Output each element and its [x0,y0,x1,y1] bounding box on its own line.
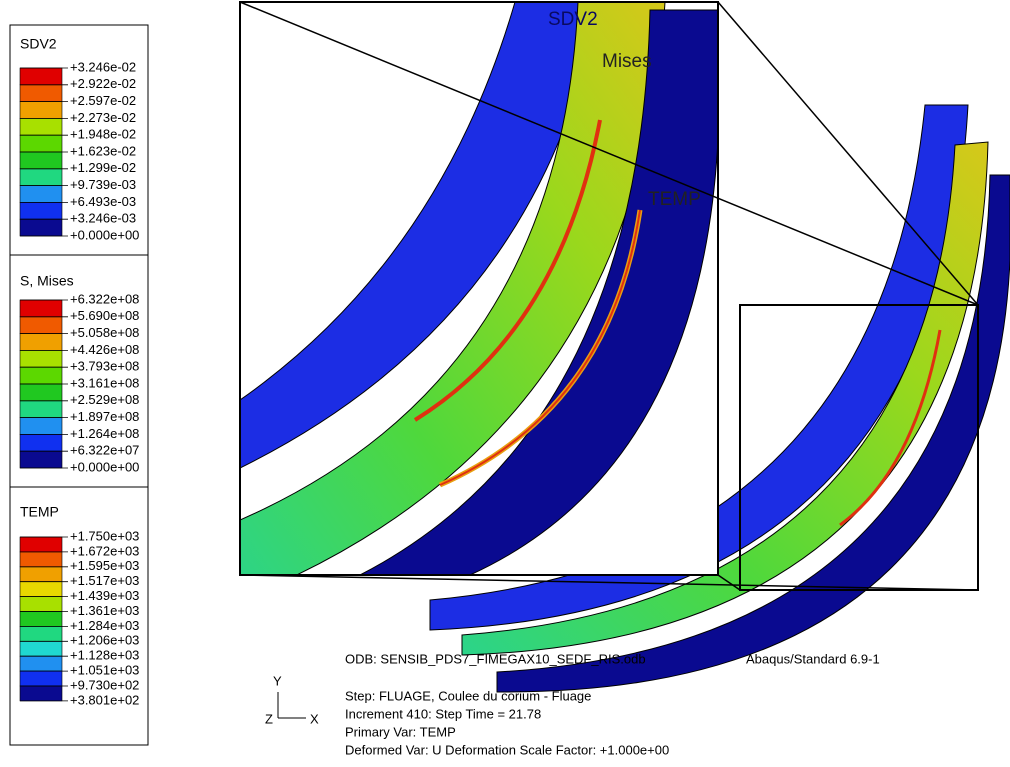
zoom-connector [717,574,741,591]
legend-swatch [19,316,63,334]
legend-swatch [19,551,63,568]
legend-label: +1.750e+03 [70,528,139,543]
deformed-var: Deformed Var: U Deformation Scale Factor… [345,742,669,757]
legend-label: +3.246e-02 [70,59,136,74]
increment-info: Increment 410: Step Time = 21.78 [345,706,541,721]
legend-label: +1.897e+08 [70,409,139,424]
legend-swatch [19,434,63,452]
legend-swatch [19,134,63,153]
legend-label: +3.801e+02 [70,692,139,707]
primary-var: Primary Var: TEMP [345,724,456,739]
legend-label: +6.493e-03 [70,194,136,209]
legend-label: +1.051e+03 [70,663,139,678]
legend-label: +1.595e+03 [70,558,139,573]
legend-swatch [19,101,63,119]
legend-swatch [19,299,63,318]
legend-label: +0.000e+00 [70,459,139,474]
legend-swatch [19,655,63,672]
axis-triad: Y Z X [265,673,319,726]
legend-swatch [19,333,63,351]
viewport-label: Mises [602,51,652,72]
legends: SDV2 +3.246e-02 +2.922e-02 +2.597e-02 +2.273… [19,36,139,707]
legend-swatch [19,185,63,203]
viewport-label: SDV2 [548,9,598,30]
legend-label: +1.284e+03 [70,618,139,633]
legend-swatch [19,366,63,385]
triad-label: X [310,711,319,726]
legend-label: +3.161e+08 [70,375,139,390]
legend-swatch [19,670,63,687]
legend-swatch [19,685,63,702]
legend-label: +5.690e+08 [70,308,139,323]
legend-swatch [19,640,63,657]
viewport-label: TEMP [648,189,701,210]
legend-swatch [19,350,63,368]
legend-label: +0.000e+00 [70,227,139,242]
zoom-connector [239,574,979,591]
legend-label: +4.426e+08 [70,342,139,357]
legend-label: +1.128e+03 [70,648,139,663]
legend-label: +3.246e-03 [70,211,136,226]
legend-swatch [19,450,63,469]
legend-label: +1.299e-02 [70,160,136,175]
legend-swatch [19,400,63,418]
odb-name: ODB: SENSIB_PDS7_FIMEGAX10_SEDF_RIS.odb [345,651,646,666]
triad-label: Z [265,711,273,726]
legend-swatch [19,168,63,186]
legend-swatch [19,118,63,136]
legend-label: +2.273e-02 [70,110,136,125]
solver-version: Abaqus/Standard 6.9-1 [746,651,880,666]
zoom-connector [239,1,979,306]
legend-label: +9.730e+02 [70,677,139,692]
legend-swatch [19,202,63,220]
legend-swatch [19,417,63,435]
legend-label: +1.439e+03 [70,588,139,603]
legend-swatch [19,151,63,170]
legend-swatch [19,67,63,86]
legend-label: +1.264e+08 [70,426,139,441]
legend-label: +1.206e+03 [70,633,139,648]
legend-label: +2.597e-02 [70,93,136,108]
legend-label: +6.322e+07 [70,443,139,458]
legend-label: +9.739e-03 [70,177,136,192]
legend-label: +1.361e+03 [70,603,139,618]
legend-swatch [19,581,63,597]
legend-swatch [19,611,63,627]
model-zoom-view [240,2,718,575]
legend-label: +1.517e+03 [70,573,139,588]
legend-swatch [19,536,63,553]
zoom-connector [717,1,979,306]
legend-swatch [19,84,63,102]
legend-swatch [19,596,63,612]
zoom-source-box [739,304,979,591]
triad-label: Y [273,673,282,688]
legend-label: +5.058e+08 [70,325,139,340]
legend-swatch [19,383,63,402]
legend-label: +1.623e-02 [70,143,136,158]
legend-swatch [19,218,63,237]
legend-label: +1.672e+03 [70,543,139,558]
legend-label: +1.948e-02 [70,127,136,142]
legend-label: +6.322e+08 [70,291,139,306]
legend-title: S, Mises [20,273,74,289]
legend-title: SDV2 [20,36,57,52]
zoom-frame [239,1,719,576]
legend-title: TEMP [20,504,59,520]
legend-label: +3.793e+08 [70,359,139,374]
legend-swatch [19,566,63,582]
legend-label: +2.529e+08 [70,392,139,407]
step-info: Step: FLUAGE, Coulee du corium - Fluage [345,688,591,703]
legend-swatch [19,626,63,642]
legend-label: +2.922e-02 [70,76,136,91]
